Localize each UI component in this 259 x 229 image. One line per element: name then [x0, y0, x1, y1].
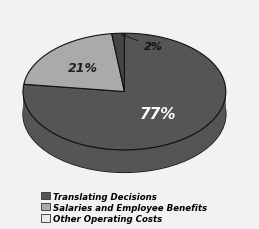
Polygon shape: [23, 34, 226, 150]
Polygon shape: [24, 35, 124, 92]
Legend: Translating Decisions, Salaries and Employee Benefits, Other Operating Costs: Translating Decisions, Salaries and Empl…: [38, 188, 211, 226]
Text: 21%: 21%: [68, 62, 98, 75]
Text: 77%: 77%: [140, 106, 176, 121]
Ellipse shape: [23, 56, 226, 173]
Polygon shape: [23, 92, 226, 173]
Text: 2%: 2%: [122, 35, 162, 52]
Polygon shape: [112, 34, 124, 92]
